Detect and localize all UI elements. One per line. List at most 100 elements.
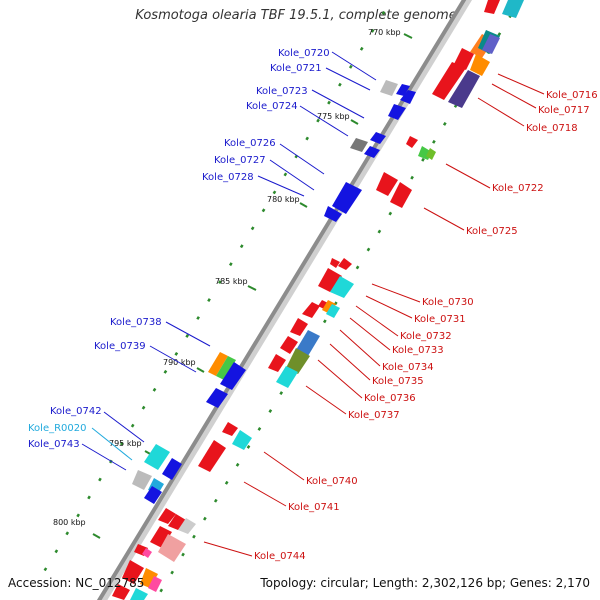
- gene-label-left: Kole_0721: [270, 63, 322, 74]
- gene-feature: [198, 440, 226, 472]
- gc-dot: [163, 369, 168, 374]
- gc-dot: [246, 444, 251, 449]
- gene-feature: [426, 148, 436, 160]
- reverse-strand-genes[interactable]: [132, 80, 416, 504]
- gene-feature: [484, 0, 500, 14]
- gc-dot: [218, 280, 222, 285]
- gene-label-right: Kole_0736: [364, 393, 416, 404]
- gc-dot: [322, 319, 327, 324]
- gene-feature: [130, 588, 148, 600]
- gene-feature: [122, 560, 144, 584]
- gene-feature: [390, 182, 412, 208]
- gc-dot: [152, 387, 157, 392]
- gene-feature: [332, 182, 362, 214]
- gc-dot: [203, 516, 207, 521]
- gene-feature: [158, 508, 176, 524]
- gene-feature: [132, 470, 152, 490]
- gene-feature: [286, 348, 310, 374]
- forward-strand-genes[interactable]: [112, 0, 524, 600]
- gene-feature: [330, 276, 354, 298]
- gc-dot: [370, 28, 375, 33]
- gene-feature: [290, 318, 308, 336]
- right-gene-labels[interactable]: Kole_0716 Kole_0717 Kole_0718 Kole_0722 …: [203, 73, 598, 562]
- gc-dot: [261, 208, 266, 213]
- gene-label-left: Kole_0720: [278, 48, 330, 59]
- gene-feature: [396, 84, 410, 96]
- gene-feature: [502, 0, 524, 18]
- gene-label-left: Kole_0726: [224, 138, 276, 149]
- gc-dot: [279, 391, 284, 396]
- gc-dot: [119, 441, 124, 446]
- gc-dot: [228, 262, 233, 267]
- gene-feature: [364, 146, 380, 158]
- gc-dot: [65, 531, 70, 536]
- gc-dot: [327, 100, 331, 105]
- gene-feature: [380, 80, 398, 96]
- gc-dot: [224, 480, 229, 485]
- gc-dot: [377, 229, 382, 234]
- gene-label-left: Kole_0724: [246, 101, 298, 112]
- gene-label-right: Kole_0730: [422, 297, 474, 308]
- tick-label: 780 kbp: [267, 195, 300, 204]
- gene-feature: [276, 366, 298, 388]
- gene-feature: [400, 90, 416, 104]
- gene-label-right: Kole_0717: [538, 105, 590, 116]
- gene-feature: [232, 430, 252, 450]
- gc-dot: [213, 498, 218, 503]
- gene-label-right: Kole_0737: [348, 410, 400, 421]
- tick-group: 770 kbp 775 kbp 780 kbp 785 kbp 790 kbp …: [53, 28, 413, 539]
- gc-dot: [410, 175, 414, 180]
- gene-feature: [470, 54, 490, 76]
- gene-feature: [268, 354, 286, 372]
- gene-feature: [150, 526, 172, 548]
- gene-label-right: Kole_0740: [306, 476, 358, 487]
- gene-label-right: Kole_0731: [414, 314, 466, 325]
- tick-label: 775 kbp: [317, 112, 350, 121]
- gene-feature: [208, 352, 228, 376]
- gene-feature: [162, 458, 182, 480]
- gene-label-left: Kole_0743: [28, 439, 80, 450]
- gene-label-left: Kole_R0020: [28, 423, 87, 434]
- gc-dot: [159, 588, 164, 593]
- gene-label-right: Kole_0733: [392, 345, 444, 356]
- gene-feature: [220, 362, 246, 390]
- gc-dot: [348, 64, 353, 69]
- gene-label-right: Kole_0725: [466, 226, 518, 237]
- gene-label-left: Kole_0739: [94, 341, 146, 352]
- gene-feature: [454, 48, 474, 70]
- gene-feature: [388, 104, 406, 120]
- gc-dot: [316, 118, 320, 123]
- gene-feature: [302, 302, 320, 318]
- gc-dot: [239, 244, 244, 249]
- gene-feature: [142, 548, 152, 558]
- gene-feature: [326, 304, 340, 318]
- gc-dot: [359, 46, 364, 51]
- gc-dot: [338, 82, 342, 87]
- gc-dot: [76, 513, 80, 518]
- gene-feature: [144, 444, 170, 470]
- gene-feature: [296, 330, 320, 356]
- gene-label-right: Kole_0718: [526, 123, 578, 134]
- gene-feature: [482, 34, 500, 54]
- gc-dot: [185, 334, 190, 338]
- gc-dot: [283, 172, 288, 177]
- gene-feature: [318, 268, 342, 292]
- gc-dot: [381, 10, 386, 15]
- gc-dot: [98, 477, 102, 482]
- gene-feature: [222, 422, 238, 436]
- gene-feature: [432, 62, 466, 100]
- gene-feature: [330, 258, 340, 268]
- gene-label-left: Kole_0727: [214, 155, 266, 166]
- tick-label: 770 kbp: [368, 28, 401, 37]
- left-gene-labels[interactable]: Kole_0720 Kole_0721 Kole_0723 Kole_0724 …: [28, 48, 377, 471]
- gc-dot: [170, 570, 174, 575]
- gc-dot: [442, 121, 447, 126]
- gc-dot: [192, 534, 196, 539]
- gene-feature: [178, 518, 196, 534]
- gene-feature: [324, 206, 342, 222]
- gene-label-left: Kole_0728: [202, 172, 254, 183]
- gene-feature: [376, 172, 398, 196]
- gc-dot: [250, 226, 255, 231]
